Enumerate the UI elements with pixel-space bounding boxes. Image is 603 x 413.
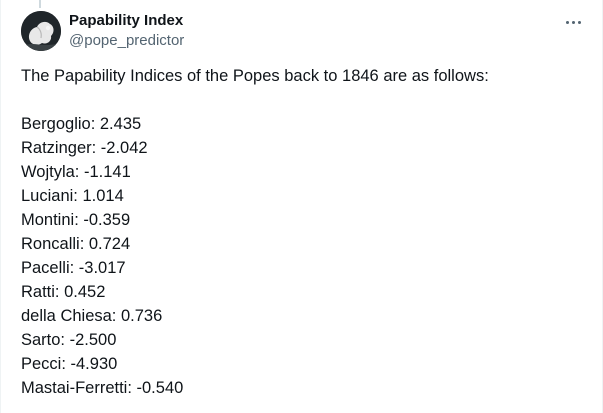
more-options-icon-dot xyxy=(571,20,575,24)
user-handle[interactable]: @pope_predictor xyxy=(69,32,185,49)
list-item: Bergoglio: 2.435 xyxy=(21,115,142,133)
more-options-icon xyxy=(565,20,569,24)
list-item: Ratti: 0.452 xyxy=(21,283,106,301)
list-item: Sarto: -2.500 xyxy=(21,331,117,349)
more-options-icon-dot xyxy=(577,20,581,24)
tweet-intro: The Papability Indices of the Popes back… xyxy=(21,67,489,85)
more-options-button[interactable] xyxy=(562,12,584,32)
list-item: Pacelli: -3.017 xyxy=(21,259,126,277)
avatar[interactable] xyxy=(21,11,61,51)
thread-connector-line xyxy=(39,0,41,8)
tweet-text: The Papability Indices of the Popes back… xyxy=(21,64,586,400)
list-item: Pecci: -4.930 xyxy=(21,355,118,373)
list-item: Wojtyla: -1.141 xyxy=(21,163,131,181)
list-item: Roncalli: 0.724 xyxy=(21,235,131,253)
list-item: della Chiesa: 0.736 xyxy=(21,307,163,325)
list-item: Luciani: 1.014 xyxy=(21,187,124,205)
list-item: Mastai-Ferretti: -0.540 xyxy=(21,379,184,397)
list-item: Montini: -0.359 xyxy=(21,211,131,229)
display-name[interactable]: Papability Index xyxy=(69,12,184,29)
avatar-image-icon xyxy=(21,11,61,51)
list-item: Ratzinger: -2.042 xyxy=(21,139,148,157)
tweet-header: Papability Index @pope_predictor xyxy=(69,11,184,51)
